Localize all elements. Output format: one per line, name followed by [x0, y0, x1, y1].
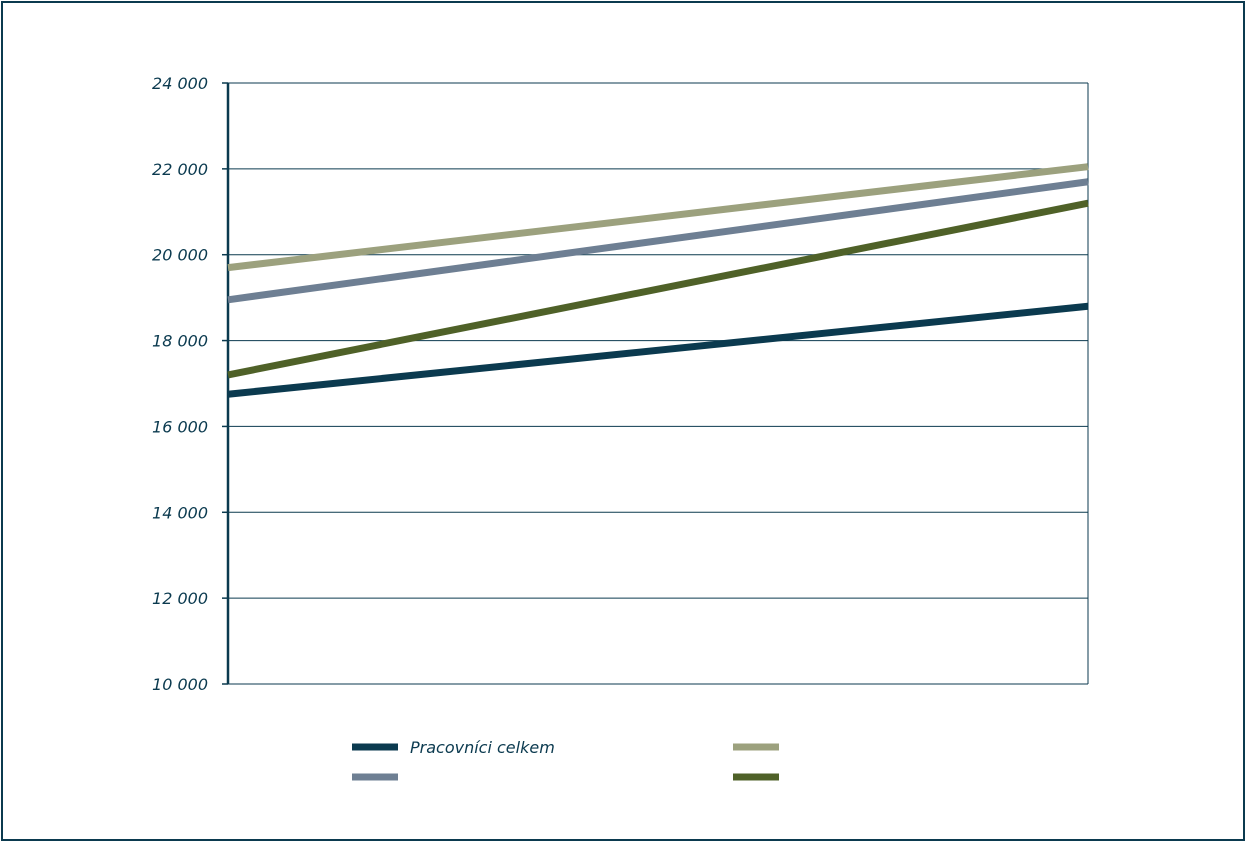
- y-tick-label: 10 000: [152, 675, 208, 694]
- legend-label-0: Pracovníci celkem: [410, 738, 555, 757]
- y-tick-label: 20 000: [152, 246, 208, 265]
- y-tick-label: 16 000: [152, 417, 208, 436]
- legend: Pracovníci celkem: [352, 738, 779, 781]
- y-tick-label: 24 000: [152, 74, 208, 93]
- grid-layer: [228, 82, 1088, 599]
- series-layer: [227, 163, 1089, 398]
- series-line-0: [227, 302, 1089, 398]
- series-line-1: [227, 163, 1089, 272]
- y-tick-label: 12 000: [152, 589, 208, 608]
- y-tick-label: 22 000: [152, 160, 208, 179]
- y-tick-label: 14 000: [152, 503, 208, 522]
- y-tick-label: 18 000: [152, 332, 208, 351]
- series-line-2: [227, 178, 1089, 304]
- series-line-3: [227, 199, 1089, 379]
- axis-layer: 24 000 22 000 20 000 18 000 16 000 14 000 12 0…: [152, 74, 1089, 694]
